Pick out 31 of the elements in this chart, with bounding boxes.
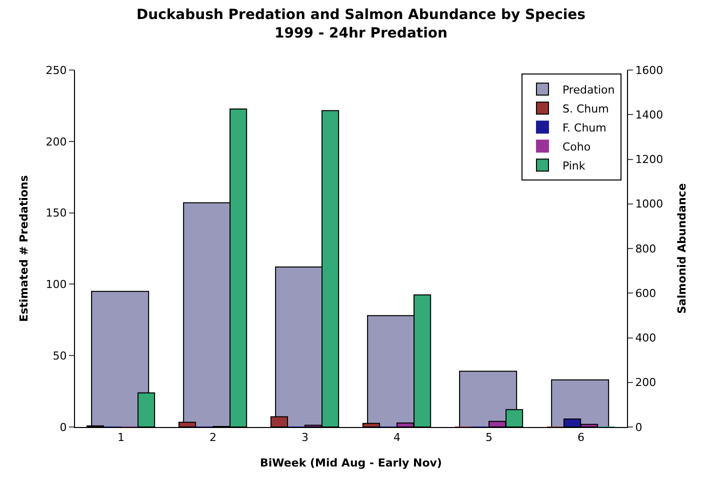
y-tick-label: 250 xyxy=(46,64,67,77)
y2-tick-label: 1000 xyxy=(635,198,664,211)
x-tick-label: 6 xyxy=(578,431,584,444)
x-tick-label: 4 xyxy=(394,431,400,444)
legend-label: Pink xyxy=(562,159,586,172)
x-tick-label: 5 xyxy=(486,431,492,444)
x-tick-label: 3 xyxy=(302,431,308,444)
y2-tick-label: 1600 xyxy=(635,64,664,77)
legend-label: Coho xyxy=(562,140,591,154)
y2-tick-label: 1400 xyxy=(635,108,664,122)
y2-tick-label: 400 xyxy=(635,332,656,345)
chart-subtitle: 1999 - 24hr Predation xyxy=(274,25,448,42)
chart-title: Duckabush Predation and Salmon Abundance by Species xyxy=(136,7,586,24)
y-axis-title: Estimated # Predations xyxy=(17,174,30,322)
x-axis-title: BiWeek (Mid Aug - Early Nov) xyxy=(260,456,442,470)
y-tick-label: 0 xyxy=(60,420,67,434)
legend-label: F. Chum xyxy=(562,121,606,134)
y2-tick-label: 200 xyxy=(635,376,656,390)
x-tick-label: 2 xyxy=(210,431,216,444)
y2-tick-label: 600 xyxy=(635,286,656,300)
y-tick-label: 200 xyxy=(46,135,67,148)
legend-label: S. Chum xyxy=(562,102,609,116)
y-tick-label: 100 xyxy=(46,278,67,292)
legend-label: Predation xyxy=(562,83,615,96)
y2-tick-label: 800 xyxy=(635,242,656,256)
y2-tick-label: 1200 xyxy=(635,153,664,166)
y-tick-label: 150 xyxy=(46,206,67,220)
y2-tick-label: 0 xyxy=(635,420,642,434)
y-tick-label: 50 xyxy=(52,349,67,362)
y2-axis-title: Salmonid Abundance xyxy=(675,183,688,314)
x-tick-label: 1 xyxy=(118,431,124,444)
